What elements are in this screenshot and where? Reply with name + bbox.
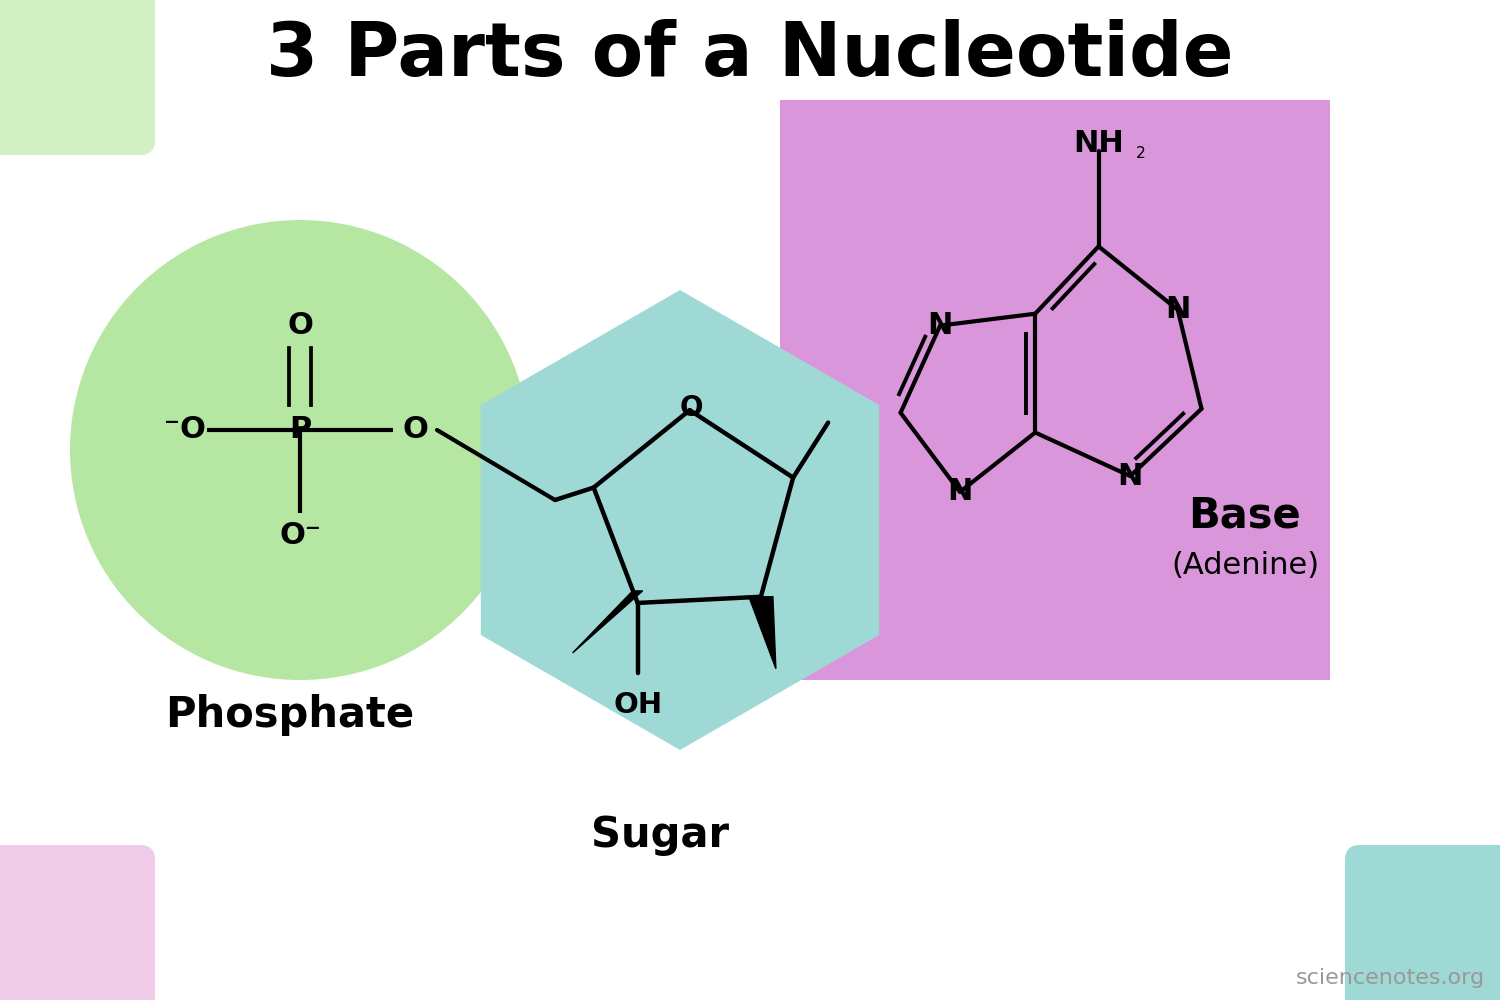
Polygon shape — [748, 597, 776, 669]
Polygon shape — [573, 591, 642, 653]
Text: Phosphate: Phosphate — [165, 694, 414, 736]
Text: (Adenine): (Adenine) — [1172, 550, 1318, 580]
Text: N: N — [1118, 462, 1143, 491]
Text: N: N — [927, 311, 952, 340]
FancyBboxPatch shape — [1346, 845, 1500, 1000]
Text: P: P — [290, 416, 310, 444]
Bar — [780, 100, 1330, 680]
Text: N: N — [948, 477, 972, 506]
Text: O: O — [286, 310, 314, 340]
FancyBboxPatch shape — [0, 0, 154, 155]
Text: O: O — [680, 394, 703, 422]
Text: 3 Parts of a Nucleotide: 3 Parts of a Nucleotide — [267, 19, 1233, 92]
Text: O: O — [402, 416, 427, 444]
Text: NH: NH — [1072, 129, 1124, 158]
Polygon shape — [482, 290, 879, 750]
Text: $_2$: $_2$ — [1134, 141, 1144, 161]
Text: ⁻O: ⁻O — [164, 416, 206, 444]
Text: O⁻: O⁻ — [279, 520, 321, 549]
Text: sciencenotes.org: sciencenotes.org — [1296, 968, 1485, 988]
Text: Sugar: Sugar — [591, 814, 729, 856]
Text: N: N — [1166, 295, 1191, 324]
Circle shape — [70, 220, 530, 680]
Text: Base: Base — [1188, 494, 1302, 536]
Text: OH: OH — [614, 691, 662, 719]
FancyBboxPatch shape — [0, 845, 154, 1000]
